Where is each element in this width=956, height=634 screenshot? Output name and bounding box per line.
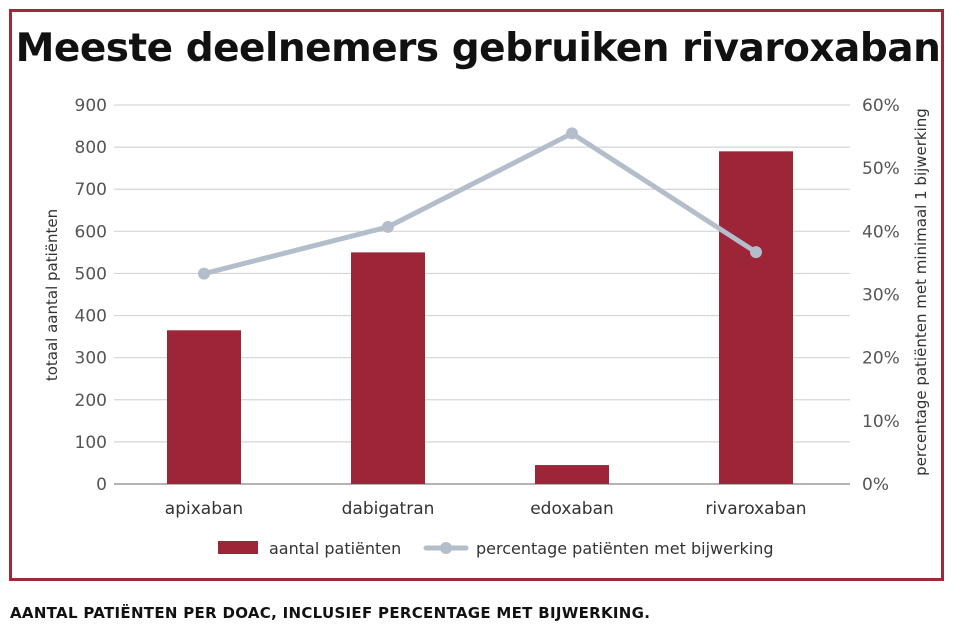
legend: aantal patiënten percentage patiënten me… [218,539,774,558]
left-axis-ticks: 0 100 200 300 400 500 600 700 800 900 [75,96,107,495]
bar-dabigatran [351,252,425,484]
line-point-rivaroxaban [750,246,762,259]
category-label: dabigatran [342,499,435,519]
right-axis-ticks: 0% 10% 20% 30% 40% 50% 60% [862,96,900,495]
bar-apixaban [167,330,241,484]
right-tick-label: 10% [862,412,900,432]
category-labels: apixaban dabigatran edoxaban rivaroxaban [165,499,807,519]
legend-label-bar: aantal patiënten [269,539,401,558]
left-tick-label: 0 [96,475,107,495]
line-point-apixaban [198,267,210,280]
line-point-edoxaban [566,127,578,140]
left-tick-label: 100 [75,433,107,453]
right-tick-label: 20% [862,349,900,369]
bar-series [167,151,793,485]
bar-edoxaban [535,465,609,484]
line-series [198,127,762,280]
left-axis-label: totaal aantal patiënten [43,209,61,381]
category-label: apixaban [165,499,243,519]
legend-swatch-marker [440,542,452,554]
right-tick-label: 60% [862,96,900,116]
right-tick-label: 0% [862,475,889,495]
left-tick-label: 600 [75,222,107,242]
left-tick-label: 200 [75,391,107,411]
bar-rivaroxaban [719,151,793,485]
line-path [201,130,759,277]
left-tick-label: 500 [75,264,107,284]
chart-title: Meeste deelnemers gebruiken rivaroxaban [15,26,941,71]
category-label: edoxaban [530,499,614,519]
line-point-dabigatran [382,220,394,233]
left-tick-label: 900 [75,96,107,116]
chart-caption: AANTAL PATIËNTEN PER DOAC, INCLUSIEF PER… [10,604,651,622]
left-tick-label: 300 [75,349,107,369]
legend-swatch-bar [218,541,258,554]
legend-label-line: percentage patiënten met bijwerking [476,539,774,558]
left-tick-label: 800 [75,138,107,158]
right-tick-label: 30% [862,286,900,306]
right-tick-label: 40% [862,222,900,242]
category-label: rivaroxaban [705,499,806,519]
left-tick-label: 700 [75,180,107,200]
right-tick-label: 50% [862,159,900,179]
left-tick-label: 400 [75,307,107,327]
right-axis-label: percentage patiënten met minimaal 1 bijw… [912,108,930,476]
